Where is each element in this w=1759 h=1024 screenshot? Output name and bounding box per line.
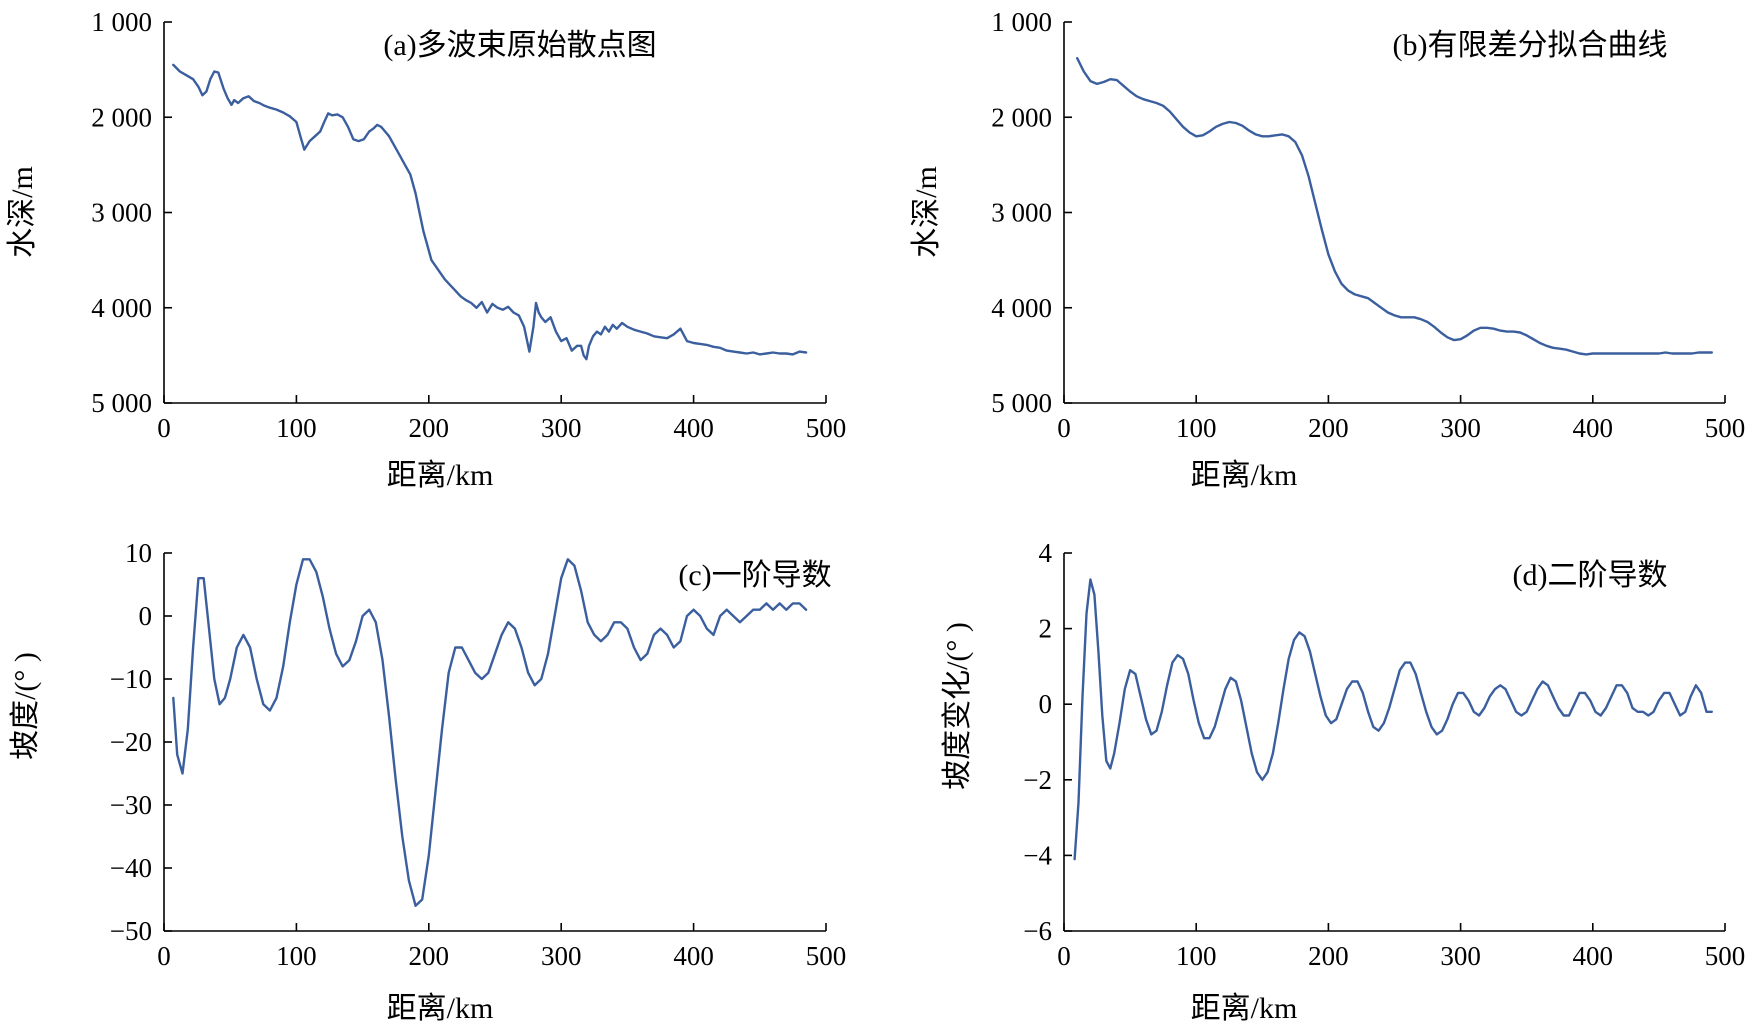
panel-b-xtick-label: 300	[1440, 413, 1481, 443]
panel-b-xtick-label: 500	[1705, 413, 1746, 443]
panel-b: (b)有限差分拟合曲线 距离/km 水深/m	[910, 29, 1667, 492]
panel-a-ytick-label: 4 000	[91, 293, 152, 323]
panel-a-xlabel: 距离/km	[387, 459, 494, 492]
panel-d: (d)二阶导数 距离/km 坡度变化/(° )	[941, 559, 1667, 1024]
panel-c-xtick-label: 400	[673, 941, 714, 971]
panel-a-ytick-label: 3 000	[91, 198, 152, 228]
panel-d-ytick-label: −4	[1023, 840, 1052, 870]
panel-a-plot: 0 100 200 300 400 500 1 000 2 000 3 000 4 000 5 00…	[91, 7, 846, 443]
panel-d-ytick-label: 2	[1039, 614, 1053, 644]
panel-b-title: (b)有限差分拟合曲线	[1393, 29, 1668, 62]
panel-d-xtick-label: 500	[1705, 941, 1746, 971]
panel-b-plot: 0 100 200 300 400 500 1 000 2 000 3 000 4 000 5 00…	[991, 7, 1745, 443]
panel-a-xtick-label: 500	[806, 413, 847, 443]
panel-c-xtick-label: 300	[541, 941, 582, 971]
panel-b-xtick-label: 400	[1573, 413, 1614, 443]
panel-c-xtick-label: 200	[409, 941, 450, 971]
panel-b-ytick-label: 1 000	[991, 7, 1052, 37]
panel-c-xlabel: 距离/km	[387, 992, 494, 1024]
panel-c: (c)一阶导数 距离/km 坡度/(° )	[9, 559, 832, 1024]
panel-c-title: (c)一阶导数	[678, 559, 831, 592]
panel-d-xlabel: 距离/km	[1191, 992, 1298, 1024]
panel-a-ytick-label: 5 000	[91, 388, 152, 418]
panel-a-series-line	[172, 63, 808, 361]
panel-a: (a)多波束原始散点图 距离/km 水深/m	[6, 29, 657, 492]
panel-b-ylabel: 水深/m	[910, 166, 943, 258]
panel-a-xtick-label: 100	[276, 413, 317, 443]
panel-d-xtick-label: 200	[1308, 941, 1349, 971]
panel-a-xtick-label: 200	[409, 413, 450, 443]
panel-a-title: (a)多波束原始散点图	[383, 29, 656, 62]
panel-d-ytick-label: 0	[1039, 689, 1053, 719]
panel-c-ytick-label: 0	[139, 601, 153, 631]
panel-a-ylabel: 水深/m	[6, 166, 39, 258]
panel-c-xtick-label: 500	[806, 941, 847, 971]
panel-c-ytick-label: −10	[110, 664, 152, 694]
panel-d-ytick-label: 4	[1039, 538, 1053, 568]
panel-b-xtick-label: 100	[1176, 413, 1217, 443]
panel-c-series-line	[172, 558, 808, 907]
panel-b-xtick-label: 200	[1308, 413, 1349, 443]
panel-d-ylabel: 坡度变化/(° )	[941, 622, 974, 790]
panel-a-ytick-label: 1 000	[91, 7, 152, 37]
panel-b-ytick-label: 5 000	[991, 388, 1052, 418]
panel-c-ytick-label: −40	[110, 853, 152, 883]
panel-d-ytick-label: −6	[1023, 916, 1052, 946]
panel-d-series-line	[1073, 578, 1713, 861]
panel-d-title: (d)二阶导数	[1513, 559, 1668, 592]
panel-a-ytick-label: 2 000	[91, 102, 152, 132]
panel-c-ytick-label: −30	[110, 790, 152, 820]
panel-c-ylabel: 坡度/(° )	[9, 652, 42, 760]
panel-d-xtick-label: 0	[1057, 941, 1071, 971]
panel-d-xtick-label: 100	[1176, 941, 1217, 971]
panel-b-xtick-label: 0	[1057, 413, 1071, 443]
panel-d-xtick-label: 300	[1440, 941, 1481, 971]
panel-d-ytick-label: −2	[1023, 765, 1052, 795]
panel-b-ytick-label: 3 000	[991, 198, 1052, 228]
panel-c-xtick-label: 100	[276, 941, 317, 971]
panel-a-xtick-label: 400	[673, 413, 714, 443]
panel-c-ytick-label: −50	[110, 916, 152, 946]
panel-b-xlabel: 距离/km	[1191, 459, 1298, 492]
panel-c-ytick-label: 10	[125, 538, 152, 568]
panel-d-xtick-label: 400	[1573, 941, 1614, 971]
panel-a-xtick-label: 300	[541, 413, 582, 443]
panel-d-plot: 0 100 200 300 400 500 4 2 0 −2 −4 −6	[1023, 538, 1745, 971]
panel-b-ytick-label: 4 000	[991, 293, 1052, 323]
panel-b-ytick-label: 2 000	[991, 102, 1052, 132]
panel-c-ytick-label: −20	[110, 727, 152, 757]
panel-a-xtick-label: 0	[157, 413, 171, 443]
panel-b-series-line	[1076, 57, 1713, 356]
panel-c-xtick-label: 0	[157, 941, 171, 971]
